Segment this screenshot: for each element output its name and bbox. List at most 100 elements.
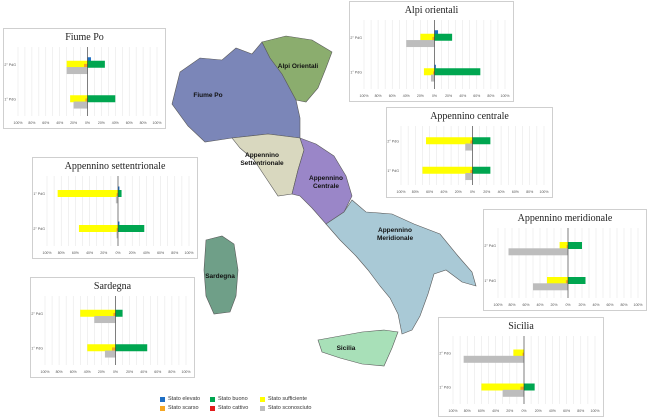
tick-label: 80% [28, 121, 35, 125]
category-label: 1° PdG [4, 97, 16, 101]
category-label: 2° PdG [350, 36, 362, 40]
tick-label: 40% [112, 121, 119, 125]
bar-stato_sufficiente [559, 242, 568, 249]
region-label-sardegna: Sardegna [205, 273, 235, 280]
bar-stato_sconosciuto [463, 355, 524, 363]
bar-stato_buono [115, 344, 148, 352]
region-label-line: Appennino [309, 175, 343, 182]
region-alpi-orientali[interactable] [261, 35, 333, 103]
bar-stato_buono [434, 33, 453, 41]
panel-sardegna: Sardegna 2° PdG 1° PdG 100% 80% 60% 40% 20% 0% 2… [30, 277, 195, 378]
bar-stato_sufficiente [80, 309, 116, 317]
region-label-appennino-meridionale: Appennino Meridionale [377, 227, 414, 242]
tick-label: 60% [512, 190, 519, 194]
legend-swatch [160, 405, 165, 411]
panel-appennino-centrale: Appennino centrale 2° PdG 1° PdG 100% 80% 60… [386, 107, 553, 198]
region-label-line: Meridionale [377, 235, 414, 242]
tick-label: 80% [171, 251, 178, 255]
tick-label: 20% [98, 370, 105, 374]
tick-label: 60% [157, 251, 164, 255]
tick-label: 40% [403, 94, 410, 98]
tick-label: 100% [185, 251, 194, 255]
bar-stato_sconosciuto [465, 143, 473, 151]
chart-title: Appennino meridionale [517, 213, 613, 224]
bar-stato_sconosciuto [115, 196, 118, 204]
bar-stato_sufficiente [87, 344, 116, 352]
tick-label: 100% [153, 121, 162, 125]
tick-label: 20% [98, 121, 105, 125]
tick-label: 20% [506, 409, 513, 413]
bar-stato_sconosciuto [533, 283, 568, 291]
bar-stato_sufficiente [66, 60, 88, 68]
bar-chart-fiume-po: 2° PdG 1° PdG 100% 80% 60% 40% 20% 0% 20% 40% 60% 8… [4, 47, 162, 125]
tick-label: 60% [478, 409, 485, 413]
bar-stato_buono [118, 190, 122, 197]
bar-stato_sconosciuto [116, 231, 118, 239]
tick-label: 40% [498, 190, 505, 194]
category-label: 2° PdG [33, 227, 45, 231]
bar-stato_sconosciuto [430, 74, 435, 82]
tick-label: 80% [412, 190, 419, 194]
category-label: 1° PdG [439, 386, 451, 390]
chart-title: Appennino settentrionale [64, 161, 166, 172]
region-sicilia[interactable] [317, 329, 399, 367]
tick-label: 40% [592, 303, 599, 307]
tick-label: 60% [72, 251, 79, 255]
bar-stato_buono [472, 137, 491, 145]
tick-label: 20% [100, 251, 107, 255]
tick-label: 60% [563, 409, 570, 413]
bar-stato_sufficiente [420, 33, 435, 41]
tick-label: 0% [115, 251, 120, 255]
tick-label: 100% [449, 409, 458, 413]
tick-label: 40% [549, 409, 556, 413]
tick-label: 80% [58, 251, 65, 255]
tick-label: 100% [494, 303, 503, 307]
bar-stato_buono [524, 383, 535, 391]
region-sardegna[interactable] [203, 235, 239, 315]
panel-appennino-meridionale: Appennino meridionale 2° PdG 1° PdG 100% 80… [483, 209, 647, 311]
tick-label: 20% [578, 303, 585, 307]
bar-stato_sconosciuto [465, 173, 473, 181]
bar-stato_buono [472, 166, 491, 174]
tick-label: 100% [360, 94, 369, 98]
tick-label: 80% [375, 94, 382, 98]
tick-label: 80% [168, 370, 175, 374]
chart-title: Appennino centrale [430, 111, 509, 122]
panel-alpi-orientali: Alpi orientali 2° PdG 1° PdG 100% 80% 60% 40%… [349, 1, 514, 102]
tick-label: 60% [389, 94, 396, 98]
legend-item: Stato buono [210, 396, 248, 402]
tick-label: 60% [126, 121, 133, 125]
category-label: 1° PdG [484, 279, 496, 283]
tick-label: 60% [606, 303, 613, 307]
tick-label: 40% [143, 251, 150, 255]
region-label-appennino-centrale: Appennino Centrale [309, 175, 343, 190]
legend-item: Stato sconosciuto [260, 405, 311, 411]
tick-label: 60% [70, 370, 77, 374]
tick-label: 80% [464, 409, 471, 413]
category-label: 1° PdG [387, 169, 399, 173]
bar-stato_sconosciuto [73, 101, 88, 109]
bar-stato_sufficiente [481, 383, 524, 391]
bar-stato_sconosciuto [94, 316, 116, 324]
bar-stato_sufficiente [78, 225, 118, 232]
region-label-line: Centrale [313, 183, 339, 190]
chart-title: Fiume Po [65, 32, 104, 43]
tick-label: 20% [445, 94, 452, 98]
tick-label: 60% [426, 190, 433, 194]
tick-label: 20% [535, 409, 542, 413]
legend-swatch [260, 405, 265, 411]
region-appennino-meridionale[interactable] [325, 199, 477, 335]
tick-label: 80% [577, 409, 584, 413]
bar-chart-sardegna: 2° PdG 1° PdG 100% 80% 60% 40% 20% 0% 20% 40% 60% 8… [31, 296, 190, 374]
legend-item: Stato elevato [160, 396, 200, 402]
tick-label: 40% [86, 251, 93, 255]
bar-stato_sufficiente [426, 137, 473, 145]
bar-stato_sconosciuto [406, 40, 435, 48]
tick-label: 40% [459, 94, 466, 98]
bar-stato_buono [87, 95, 116, 103]
tick-label: 20% [70, 121, 77, 125]
region-fiume-po[interactable] [171, 41, 301, 143]
chart-title: Alpi orientali [404, 5, 459, 16]
legend-swatch [210, 405, 215, 411]
